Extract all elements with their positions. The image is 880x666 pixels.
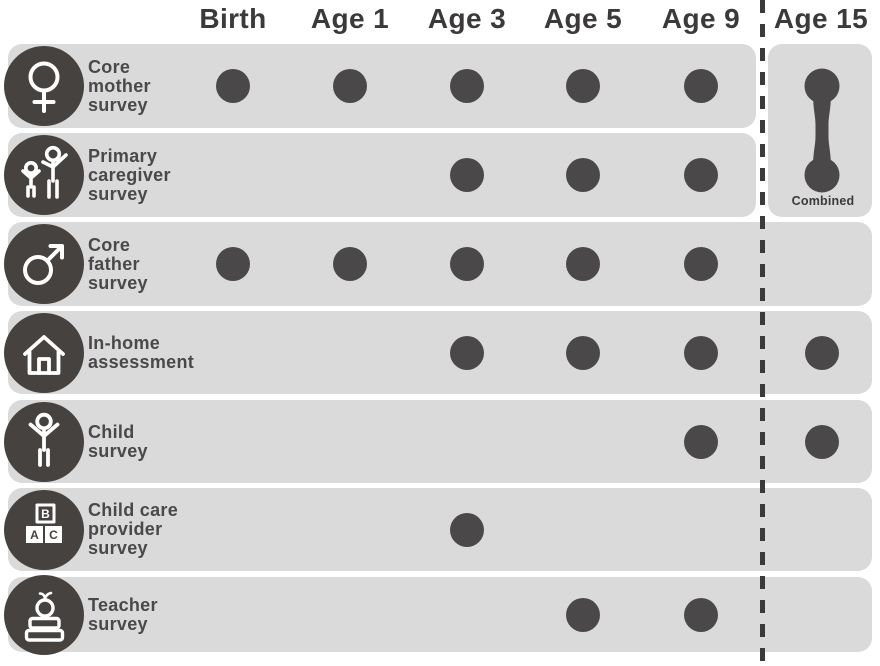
wave-dot-core-father-survey-age-9	[684, 247, 718, 281]
wave-dot-primary-caregiver-survey-age-5	[566, 158, 600, 192]
male-icon	[23, 244, 64, 285]
blocks-icon: BA C	[26, 503, 62, 543]
wave-dot-child-survey-age-9	[684, 424, 718, 459]
row-label-primary-caregiver-survey: Primary caregiver survey	[88, 145, 171, 204]
column-header-age1: Age 1	[310, 3, 390, 34]
row-bar-teacher-survey	[8, 577, 872, 652]
row-label-child-care-provider-survey: Child care provider survey	[88, 500, 179, 558]
house-icon-circle	[4, 312, 84, 393]
wave-dot-primary-caregiver-survey-age-9	[684, 158, 718, 192]
wave-dot-teacher-survey-age-9	[684, 597, 718, 632]
column-header-birth: Birth	[199, 3, 267, 34]
caregiver-icon-circle	[4, 135, 84, 215]
wave-dot-in-home-assessment-age-5	[566, 335, 600, 370]
row-bar-core-father-survey	[8, 222, 872, 306]
wave-dot-core-mother-survey-age-9	[684, 69, 718, 103]
female-icon	[28, 61, 60, 113]
caregiver-icon	[21, 145, 68, 199]
wave-dot-core-mother-survey-age-1	[333, 69, 367, 103]
column-header-age15: Age 15	[773, 3, 869, 34]
row-label-core-father-survey: Core father survey	[88, 234, 148, 293]
wave-dot-core-father-survey-age-1	[333, 247, 367, 281]
row-label-core-mother-survey: Core mother survey	[88, 56, 151, 115]
wave-dot-core-mother-survey-age-5	[566, 69, 600, 103]
male-icon-circle	[4, 224, 84, 304]
female-icon-circle	[4, 46, 84, 126]
svg-text:B: B	[41, 507, 50, 521]
books-icon-circle	[4, 574, 84, 655]
wave-dot-core-mother-survey-birth	[216, 69, 250, 103]
wave-dot-core-mother-survey-age-3	[450, 69, 484, 103]
row-bar-child-survey	[8, 400, 872, 483]
wave-dot-core-father-survey-birth	[216, 247, 250, 281]
child-icon-circle	[4, 401, 84, 482]
wave-dot-in-home-assessment-age-3	[450, 335, 484, 370]
wave-dot-core-father-survey-age-5	[566, 247, 600, 281]
future-wave-divider-line	[760, 0, 765, 666]
wave-dot-core-father-survey-age-3	[450, 247, 484, 281]
child-icon	[28, 412, 60, 467]
wave-dot-primary-caregiver-survey-age-3	[450, 158, 484, 192]
row-label-child-survey: Child survey	[88, 421, 148, 461]
row-label-in-home-assessment: In-home assessment	[88, 332, 195, 372]
wave-dot-child-survey-age-15	[805, 424, 839, 459]
books-icon	[24, 591, 65, 642]
row-bar-primary-caregiver-survey	[8, 133, 756, 217]
column-header-age3: Age 3	[427, 3, 507, 34]
row-label-teacher-survey: Teacher survey	[88, 594, 158, 634]
combined-label: Combined	[791, 194, 855, 208]
svg-text:C: C	[49, 528, 58, 542]
combined-connector	[797, 65, 847, 201]
row-bar-core-mother-survey	[8, 44, 756, 128]
wave-dot-teacher-survey-age-5	[566, 597, 600, 632]
svg-text:A: A	[30, 528, 39, 542]
row-bar-in-home-assessment	[8, 311, 872, 394]
row-bar-child-care-provider-survey	[8, 488, 872, 571]
column-header-age5: Age 5	[543, 3, 623, 34]
house-icon	[23, 334, 65, 375]
wave-dot-in-home-assessment-age-15	[805, 335, 839, 370]
wave-dot-in-home-assessment-age-9	[684, 335, 718, 370]
column-header-age9: Age 9	[661, 3, 741, 34]
wave-dot-child-care-provider-survey-age-3	[450, 512, 484, 547]
